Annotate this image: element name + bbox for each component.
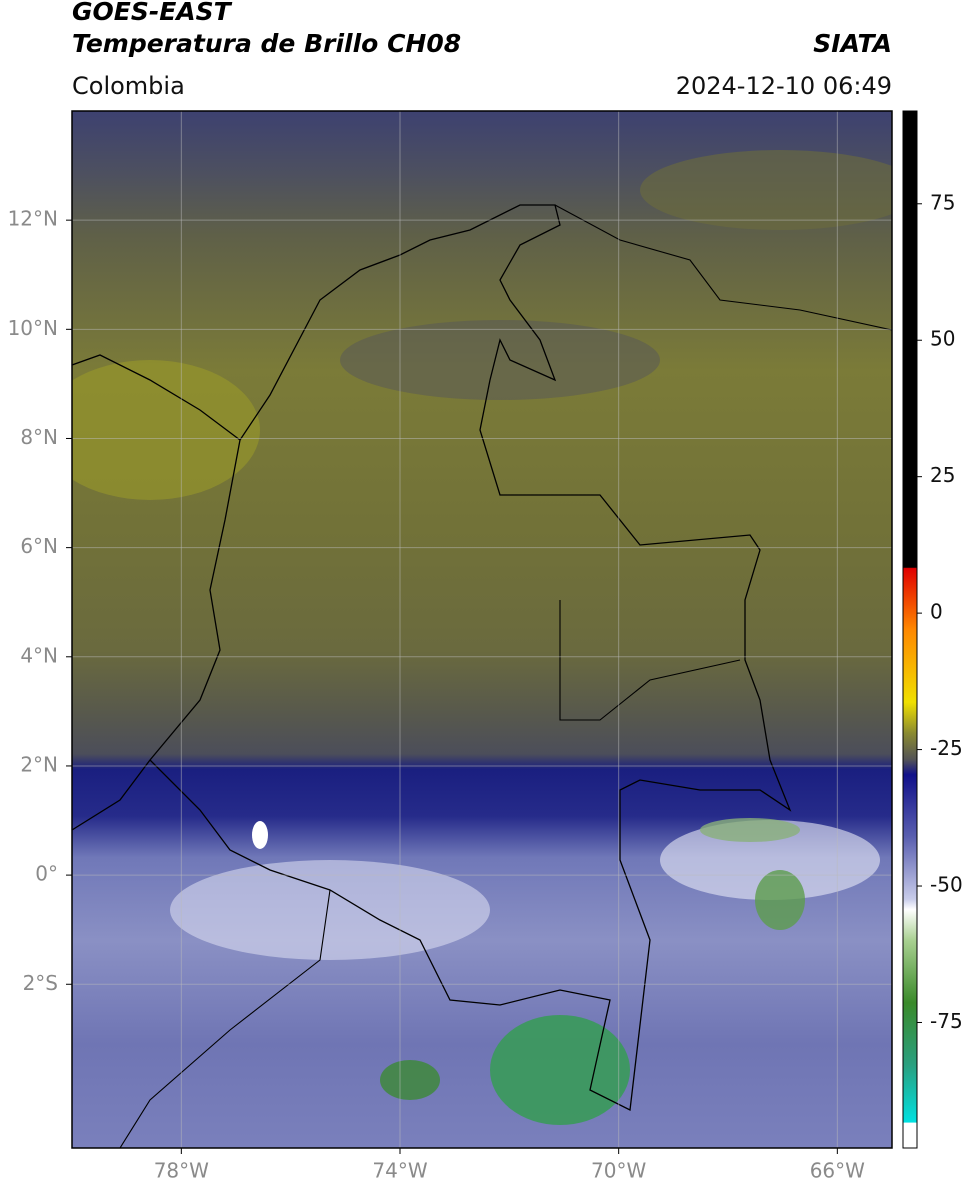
x-tick-label: 66°W (810, 1159, 865, 1183)
border (149, 204, 792, 1111)
cloud (252, 821, 268, 849)
colorbar (902, 110, 918, 1149)
y-tick-label: 8°N (20, 425, 58, 449)
border (559, 600, 741, 721)
y-tick-label: 10°N (8, 316, 58, 340)
title: GOES-EAST (72, 0, 233, 26)
border (119, 889, 331, 1148)
map-frame (71, 110, 893, 1149)
border (554, 204, 892, 331)
x-tick-label: 70°W (591, 1159, 646, 1183)
cloud (380, 1060, 440, 1100)
y-tick-label: 4°N (20, 643, 58, 667)
colorbar-tick-label: -75 (930, 1009, 963, 1033)
colorbar-tick-label: -25 (930, 736, 963, 760)
y-tick-label: 2°N (20, 752, 58, 776)
cloud (700, 818, 800, 842)
border (72, 354, 241, 831)
imagery-base (72, 111, 892, 1148)
cloud (340, 320, 660, 400)
cloud (660, 820, 880, 900)
cloud (755, 870, 805, 930)
x-tick-label: 78°W (154, 1159, 209, 1183)
source: SIATA (813, 29, 892, 58)
imagery (72, 111, 892, 1148)
grid (72, 111, 892, 1148)
y-tick-label: 12°N (8, 207, 58, 231)
cloud (72, 360, 260, 500)
y-tick-label: 2°S (23, 971, 58, 995)
colorbar-tick-label: 0 (930, 600, 943, 624)
x-tick-label: 74°W (372, 1159, 427, 1183)
datetime: 2024-12-10 06:49 (676, 72, 892, 100)
colorbar-tick-label: -50 (930, 873, 963, 897)
colorbar-tick-label: 50 (930, 327, 955, 351)
y-tick-label: 0° (35, 862, 58, 886)
subtitle: Temperatura de Brillo CH08 (72, 29, 461, 58)
region: Colombia (72, 72, 185, 100)
colorbar-tick-label: 25 (930, 463, 955, 487)
colorbar-tick-label: 75 (930, 190, 955, 214)
y-tick-label: 6°N (20, 534, 58, 558)
cloud (490, 1015, 630, 1125)
cloud (640, 150, 892, 230)
